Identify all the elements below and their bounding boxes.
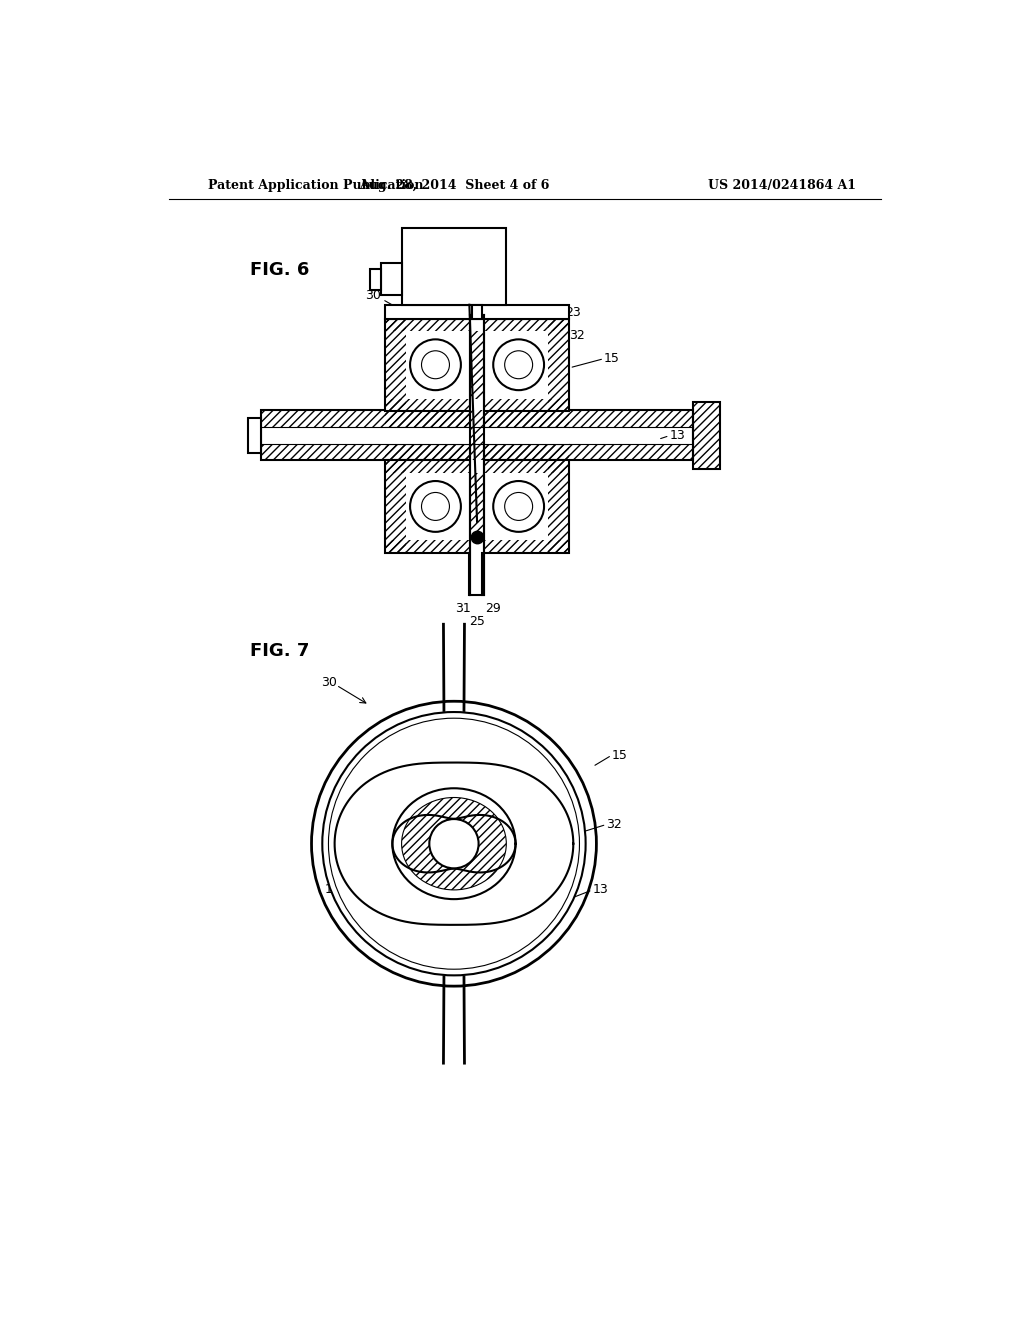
- Bar: [471, 473, 483, 540]
- Circle shape: [410, 339, 461, 391]
- Bar: [484, 411, 569, 428]
- Text: 32: 32: [606, 818, 623, 832]
- Bar: [402, 227, 506, 305]
- Bar: [370, 268, 381, 290]
- Bar: [261, 411, 692, 461]
- Text: 13: 13: [593, 883, 608, 896]
- Circle shape: [311, 701, 596, 986]
- Text: FIG. 7: FIG. 7: [250, 643, 309, 660]
- Bar: [381, 263, 402, 296]
- Bar: [385, 305, 569, 318]
- Bar: [470, 314, 484, 595]
- Text: Aug. 28, 2014  Sheet 4 of 6: Aug. 28, 2014 Sheet 4 of 6: [358, 178, 549, 191]
- Text: 30: 30: [366, 289, 381, 302]
- Circle shape: [494, 339, 544, 391]
- Text: 13: 13: [670, 429, 685, 442]
- Bar: [385, 411, 470, 428]
- Circle shape: [429, 818, 478, 869]
- Circle shape: [505, 492, 532, 520]
- Circle shape: [422, 351, 450, 379]
- Text: 15: 15: [604, 352, 620, 366]
- Bar: [385, 540, 569, 553]
- Text: Patent Application Publication: Patent Application Publication: [208, 178, 423, 191]
- Bar: [471, 411, 483, 461]
- Bar: [385, 318, 569, 411]
- Text: 23: 23: [565, 306, 582, 319]
- Bar: [385, 461, 569, 553]
- Bar: [385, 461, 407, 553]
- Ellipse shape: [392, 788, 515, 899]
- Circle shape: [494, 480, 544, 532]
- Bar: [385, 461, 569, 473]
- Bar: [471, 331, 483, 399]
- Bar: [548, 318, 569, 411]
- Text: US 2014/0241864 A1: US 2014/0241864 A1: [708, 178, 856, 191]
- Circle shape: [323, 711, 586, 975]
- Text: 12: 12: [325, 883, 340, 896]
- Bar: [472, 305, 481, 318]
- Text: 25: 25: [469, 615, 485, 628]
- Bar: [548, 461, 569, 553]
- Bar: [261, 411, 692, 428]
- Bar: [248, 418, 261, 453]
- Circle shape: [422, 492, 450, 520]
- Bar: [484, 444, 569, 461]
- Circle shape: [505, 351, 532, 379]
- Bar: [385, 444, 470, 461]
- Circle shape: [329, 718, 580, 969]
- Bar: [385, 399, 569, 411]
- Text: 19: 19: [469, 284, 485, 297]
- Bar: [385, 318, 569, 331]
- Bar: [261, 444, 692, 461]
- Text: 32: 32: [569, 329, 585, 342]
- Bar: [385, 428, 569, 444]
- Text: 31: 31: [456, 602, 471, 615]
- Text: 15: 15: [611, 748, 628, 762]
- Text: 30: 30: [322, 676, 337, 689]
- Text: FIG. 6: FIG. 6: [250, 261, 309, 279]
- Bar: [385, 318, 407, 411]
- Circle shape: [410, 480, 461, 532]
- Text: 29: 29: [485, 602, 501, 615]
- Bar: [692, 401, 720, 470]
